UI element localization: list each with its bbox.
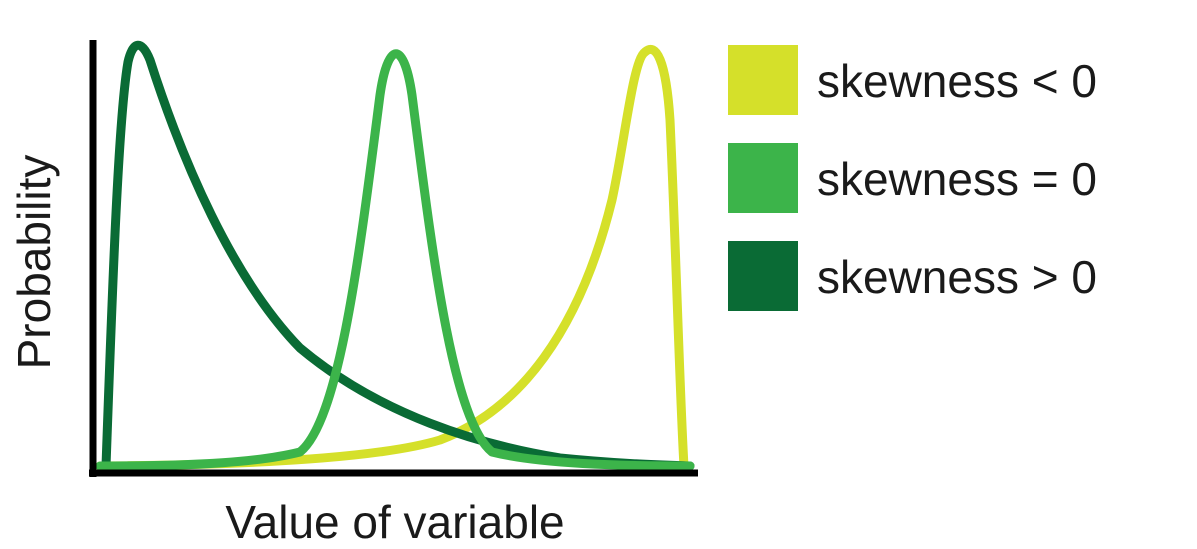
curve-skewness-positive bbox=[101, 40, 695, 471]
y-axis-title: Probability bbox=[8, 155, 60, 370]
legend: skewness < 0 skewness = 0 skewness > 0 bbox=[728, 45, 1097, 311]
legend-swatch-skewness-negative bbox=[728, 45, 798, 115]
curve-skewness-zero bbox=[95, 49, 695, 471]
legend-swatch-skewness-zero bbox=[728, 143, 798, 213]
x-axis-title: Value of variable bbox=[225, 496, 564, 548]
legend-label-skewness-positive: skewness > 0 bbox=[817, 251, 1097, 303]
curve-skewness-negative bbox=[95, 45, 689, 471]
legend-label-skewness-negative: skewness < 0 bbox=[817, 55, 1097, 107]
legend-label-skewness-zero: skewness = 0 bbox=[817, 153, 1097, 205]
legend-swatch-skewness-positive bbox=[728, 241, 798, 311]
